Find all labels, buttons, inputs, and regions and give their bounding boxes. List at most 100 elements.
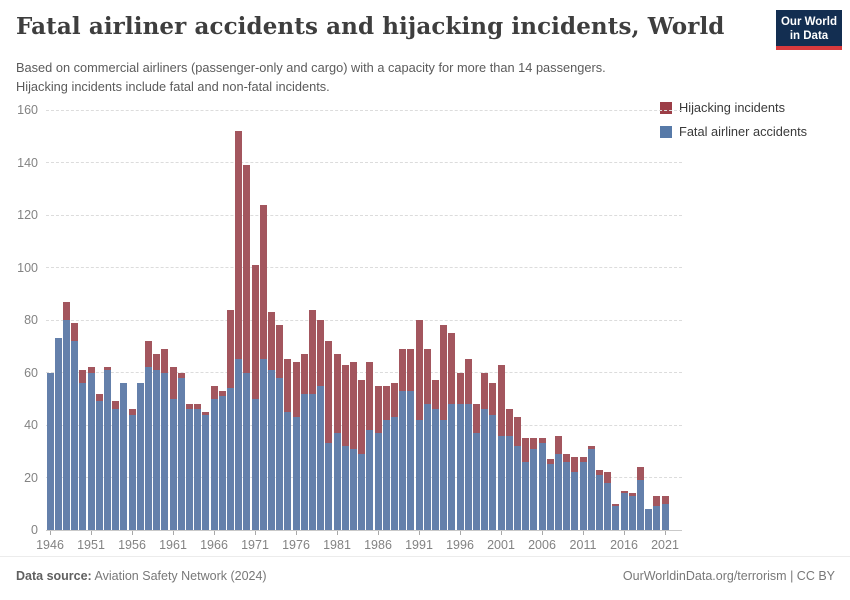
- bar-hijacking-1965[interactable]: [202, 411, 210, 415]
- bar-hijacking-1991[interactable]: [415, 320, 423, 420]
- bar-hijacking-1994[interactable]: [440, 325, 448, 420]
- bar-fatal-1996[interactable]: [456, 404, 464, 530]
- bar-fatal-1977[interactable]: [300, 393, 308, 530]
- bar-hijacking-1995[interactable]: [448, 333, 456, 404]
- bar-hijacking-1953[interactable]: [103, 367, 111, 370]
- bar-hijacking-2020[interactable]: [653, 495, 661, 507]
- bar-fatal-1987[interactable]: [382, 419, 390, 530]
- bar-hijacking-2000[interactable]: [489, 383, 497, 415]
- bar-hijacking-1959[interactable]: [153, 354, 161, 370]
- bar-hijacking-2004[interactable]: [522, 438, 530, 462]
- bar-fatal-2013[interactable]: [595, 474, 603, 530]
- bar-hijacking-1978[interactable]: [308, 309, 316, 394]
- bar-hijacking-1963[interactable]: [185, 404, 193, 410]
- bar-fatal-1967[interactable]: [218, 396, 226, 530]
- bar-hijacking-1982[interactable]: [341, 364, 349, 446]
- owid-logo[interactable]: Our World in Data: [776, 10, 842, 50]
- bar-fatal-1965[interactable]: [202, 414, 210, 530]
- bar-fatal-1960[interactable]: [161, 372, 169, 530]
- bar-hijacking-1980[interactable]: [325, 341, 333, 444]
- bar-hijacking-1990[interactable]: [407, 348, 415, 391]
- bar-hijacking-1984[interactable]: [358, 380, 366, 454]
- bar-fatal-2017[interactable]: [628, 495, 636, 530]
- bar-fatal-1946[interactable]: [46, 372, 54, 530]
- bar-fatal-1976[interactable]: [292, 417, 300, 530]
- bar-fatal-2008[interactable]: [554, 453, 562, 530]
- bar-fatal-2007[interactable]: [546, 464, 554, 530]
- bar-fatal-1966[interactable]: [210, 398, 218, 530]
- bar-fatal-2006[interactable]: [538, 443, 546, 530]
- bar-hijacking-2016[interactable]: [620, 490, 628, 494]
- bar-fatal-1991[interactable]: [415, 419, 423, 530]
- bar-fatal-1955[interactable]: [120, 383, 128, 530]
- bar-hijacking-1969[interactable]: [235, 131, 243, 360]
- bar-fatal-1978[interactable]: [308, 393, 316, 530]
- bar-hijacking-1979[interactable]: [317, 320, 325, 386]
- bar-fatal-1959[interactable]: [153, 369, 161, 530]
- bar-hijacking-1975[interactable]: [284, 359, 292, 412]
- bar-fatal-2002[interactable]: [505, 435, 513, 530]
- bar-hijacking-1971[interactable]: [251, 264, 259, 399]
- bar-hijacking-1962[interactable]: [177, 372, 185, 378]
- bar-hijacking-2007[interactable]: [546, 459, 554, 465]
- bar-hijacking-2006[interactable]: [538, 438, 546, 444]
- bar-fatal-1986[interactable]: [374, 432, 382, 530]
- bar-fatal-1954[interactable]: [112, 409, 120, 530]
- bar-hijacking-1972[interactable]: [259, 204, 267, 360]
- bar-hijacking-1958[interactable]: [144, 341, 152, 368]
- bar-hijacking-1999[interactable]: [481, 372, 489, 410]
- bar-fatal-1984[interactable]: [358, 453, 366, 530]
- bar-fatal-2011[interactable]: [579, 461, 587, 530]
- bar-hijacking-2002[interactable]: [505, 409, 513, 436]
- bar-fatal-1980[interactable]: [325, 443, 333, 530]
- bar-hijacking-1993[interactable]: [431, 380, 439, 410]
- bar-hijacking-1988[interactable]: [390, 383, 398, 418]
- bar-hijacking-2003[interactable]: [513, 417, 521, 446]
- bar-fatal-2001[interactable]: [497, 435, 505, 530]
- bar-hijacking-1973[interactable]: [267, 312, 275, 370]
- bar-fatal-1964[interactable]: [194, 409, 202, 530]
- bar-hijacking-1992[interactable]: [423, 348, 431, 404]
- bar-hijacking-1970[interactable]: [243, 165, 251, 373]
- bar-fatal-1985[interactable]: [366, 430, 374, 530]
- bar-hijacking-1956[interactable]: [128, 409, 136, 415]
- bar-fatal-1982[interactable]: [341, 446, 349, 530]
- bar-fatal-1962[interactable]: [177, 377, 185, 530]
- bar-hijacking-1948[interactable]: [62, 301, 70, 320]
- bar-fatal-2005[interactable]: [530, 448, 538, 530]
- bar-fatal-2003[interactable]: [513, 446, 521, 530]
- bar-hijacking-1997[interactable]: [464, 359, 472, 404]
- bar-hijacking-1977[interactable]: [300, 354, 308, 394]
- bar-hijacking-1954[interactable]: [112, 401, 120, 410]
- bar-fatal-1956[interactable]: [128, 414, 136, 530]
- bar-fatal-1969[interactable]: [235, 359, 243, 530]
- bar-fatal-1968[interactable]: [226, 388, 234, 530]
- bar-hijacking-2011[interactable]: [579, 456, 587, 462]
- bar-fatal-2012[interactable]: [587, 448, 595, 530]
- bar-hijacking-1983[interactable]: [349, 362, 357, 449]
- bar-hijacking-2008[interactable]: [554, 435, 562, 454]
- bar-hijacking-1950[interactable]: [79, 369, 87, 383]
- bar-fatal-2018[interactable]: [636, 480, 644, 530]
- bar-hijacking-2005[interactable]: [530, 438, 538, 449]
- bar-fatal-1949[interactable]: [71, 341, 79, 530]
- bar-fatal-1990[interactable]: [407, 390, 415, 530]
- bar-fatal-1997[interactable]: [464, 404, 472, 530]
- bar-fatal-1958[interactable]: [144, 367, 152, 530]
- bar-hijacking-1985[interactable]: [366, 362, 374, 431]
- bar-hijacking-2014[interactable]: [604, 472, 612, 483]
- bar-hijacking-1987[interactable]: [382, 385, 390, 420]
- bar-fatal-1993[interactable]: [431, 409, 439, 530]
- bar-fatal-2019[interactable]: [645, 509, 653, 530]
- bar-fatal-1974[interactable]: [276, 377, 284, 530]
- bar-fatal-1970[interactable]: [243, 372, 251, 530]
- bar-hijacking-1996[interactable]: [456, 372, 464, 404]
- bar-fatal-1957[interactable]: [136, 383, 144, 530]
- bar-fatal-1979[interactable]: [317, 385, 325, 530]
- bar-fatal-1999[interactable]: [481, 409, 489, 530]
- bar-fatal-1947[interactable]: [54, 338, 62, 530]
- bar-fatal-1995[interactable]: [448, 404, 456, 530]
- bar-fatal-2016[interactable]: [620, 493, 628, 530]
- bar-fatal-1983[interactable]: [349, 448, 357, 530]
- bar-fatal-1981[interactable]: [333, 432, 341, 530]
